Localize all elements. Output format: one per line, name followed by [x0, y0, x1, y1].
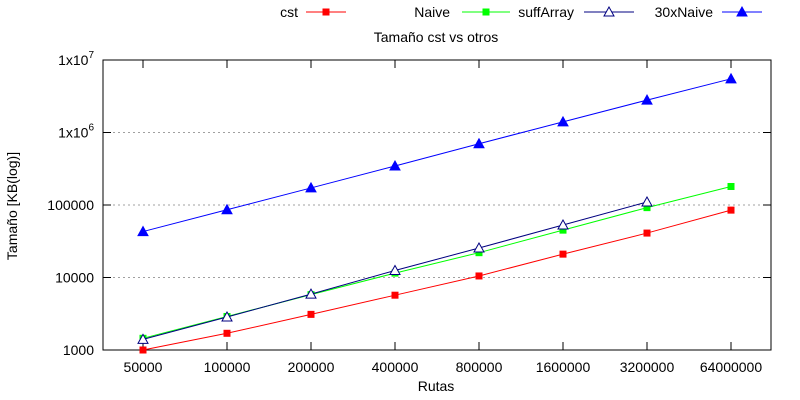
- legend-marker-suffarray: [603, 5, 615, 17]
- x-tick-label: 400000: [372, 359, 419, 375]
- x-tick-label: 64000000: [700, 359, 763, 375]
- data-point-suffarray: [305, 288, 317, 299]
- data-point-30xnaive: [725, 72, 737, 84]
- x-tick-label: 100000: [204, 359, 251, 375]
- y-tick-label: 1x106: [58, 123, 94, 141]
- data-point-suffarray: [557, 218, 569, 230]
- data-point-cst: [307, 310, 315, 318]
- legend-marker-30xnaive: [736, 5, 748, 17]
- legend-label-naive: Naive: [414, 4, 450, 20]
- legend-label-suffarray: suffArray: [518, 4, 574, 20]
- data-point-suffarray: [641, 195, 653, 207]
- data-point-cst: [475, 272, 483, 280]
- data-point-naive: [727, 182, 735, 190]
- x-tick-label: 200000: [288, 359, 335, 375]
- data-point-cst: [223, 329, 231, 337]
- legend-item-30xnaive: 30xNaive: [655, 4, 762, 20]
- data-point-suffarray: [473, 241, 485, 253]
- data-point-30xnaive: [473, 137, 485, 149]
- y-tick-label: 1000: [63, 342, 94, 358]
- x-tick-label: 3200000: [620, 359, 675, 375]
- y-tick-label: 10000: [55, 270, 94, 286]
- x-tick-label: 1600000: [536, 359, 591, 375]
- data-point-cst: [727, 206, 735, 214]
- series-line-30xnaive: [142, 78, 732, 233]
- legend-item-suffarray: suffArray: [518, 4, 634, 20]
- legend-marker-cst: [322, 8, 330, 16]
- legend-marker-naive: [482, 8, 490, 16]
- x-tick-label: 800000: [456, 359, 503, 375]
- data-point-suffarray: [137, 333, 149, 344]
- series-cst: [139, 206, 735, 354]
- y-axis-label: Tamaño [KB(log)]: [4, 152, 20, 260]
- data-point-cst: [559, 250, 567, 258]
- data-point-cst: [139, 346, 147, 354]
- series-30xnaive: [137, 72, 737, 237]
- legend-label-cst: cst: [280, 4, 298, 20]
- data-point-30xnaive: [557, 115, 569, 127]
- data-point-30xnaive: [389, 159, 401, 171]
- x-tick-label: 50000: [124, 359, 163, 375]
- data-point-30xnaive: [221, 203, 233, 215]
- legend-item-cst: cst: [280, 4, 346, 20]
- data-point-cst: [391, 291, 399, 299]
- y-tick-label: 1x107: [58, 50, 94, 68]
- data-point-suffarray: [389, 264, 401, 275]
- x-axis-label: Rutas: [418, 378, 455, 394]
- data-point-30xnaive: [641, 94, 653, 105]
- series-suffarray: [137, 195, 653, 344]
- legend-label-30xnaive: 30xNaive: [655, 4, 714, 20]
- legend-item-naive: Naive: [414, 4, 510, 20]
- legend: cst Naive suffArray 30xNaive: [280, 4, 762, 20]
- series-line-cst: [142, 209, 732, 351]
- data-point-cst: [643, 229, 651, 237]
- data-point-30xnaive: [137, 225, 149, 237]
- data-point-suffarray: [221, 310, 233, 322]
- data-point-30xnaive: [305, 181, 317, 193]
- chart-title: Tamaño cst vs otros: [374, 29, 499, 45]
- y-tick-label: 100000: [47, 197, 94, 213]
